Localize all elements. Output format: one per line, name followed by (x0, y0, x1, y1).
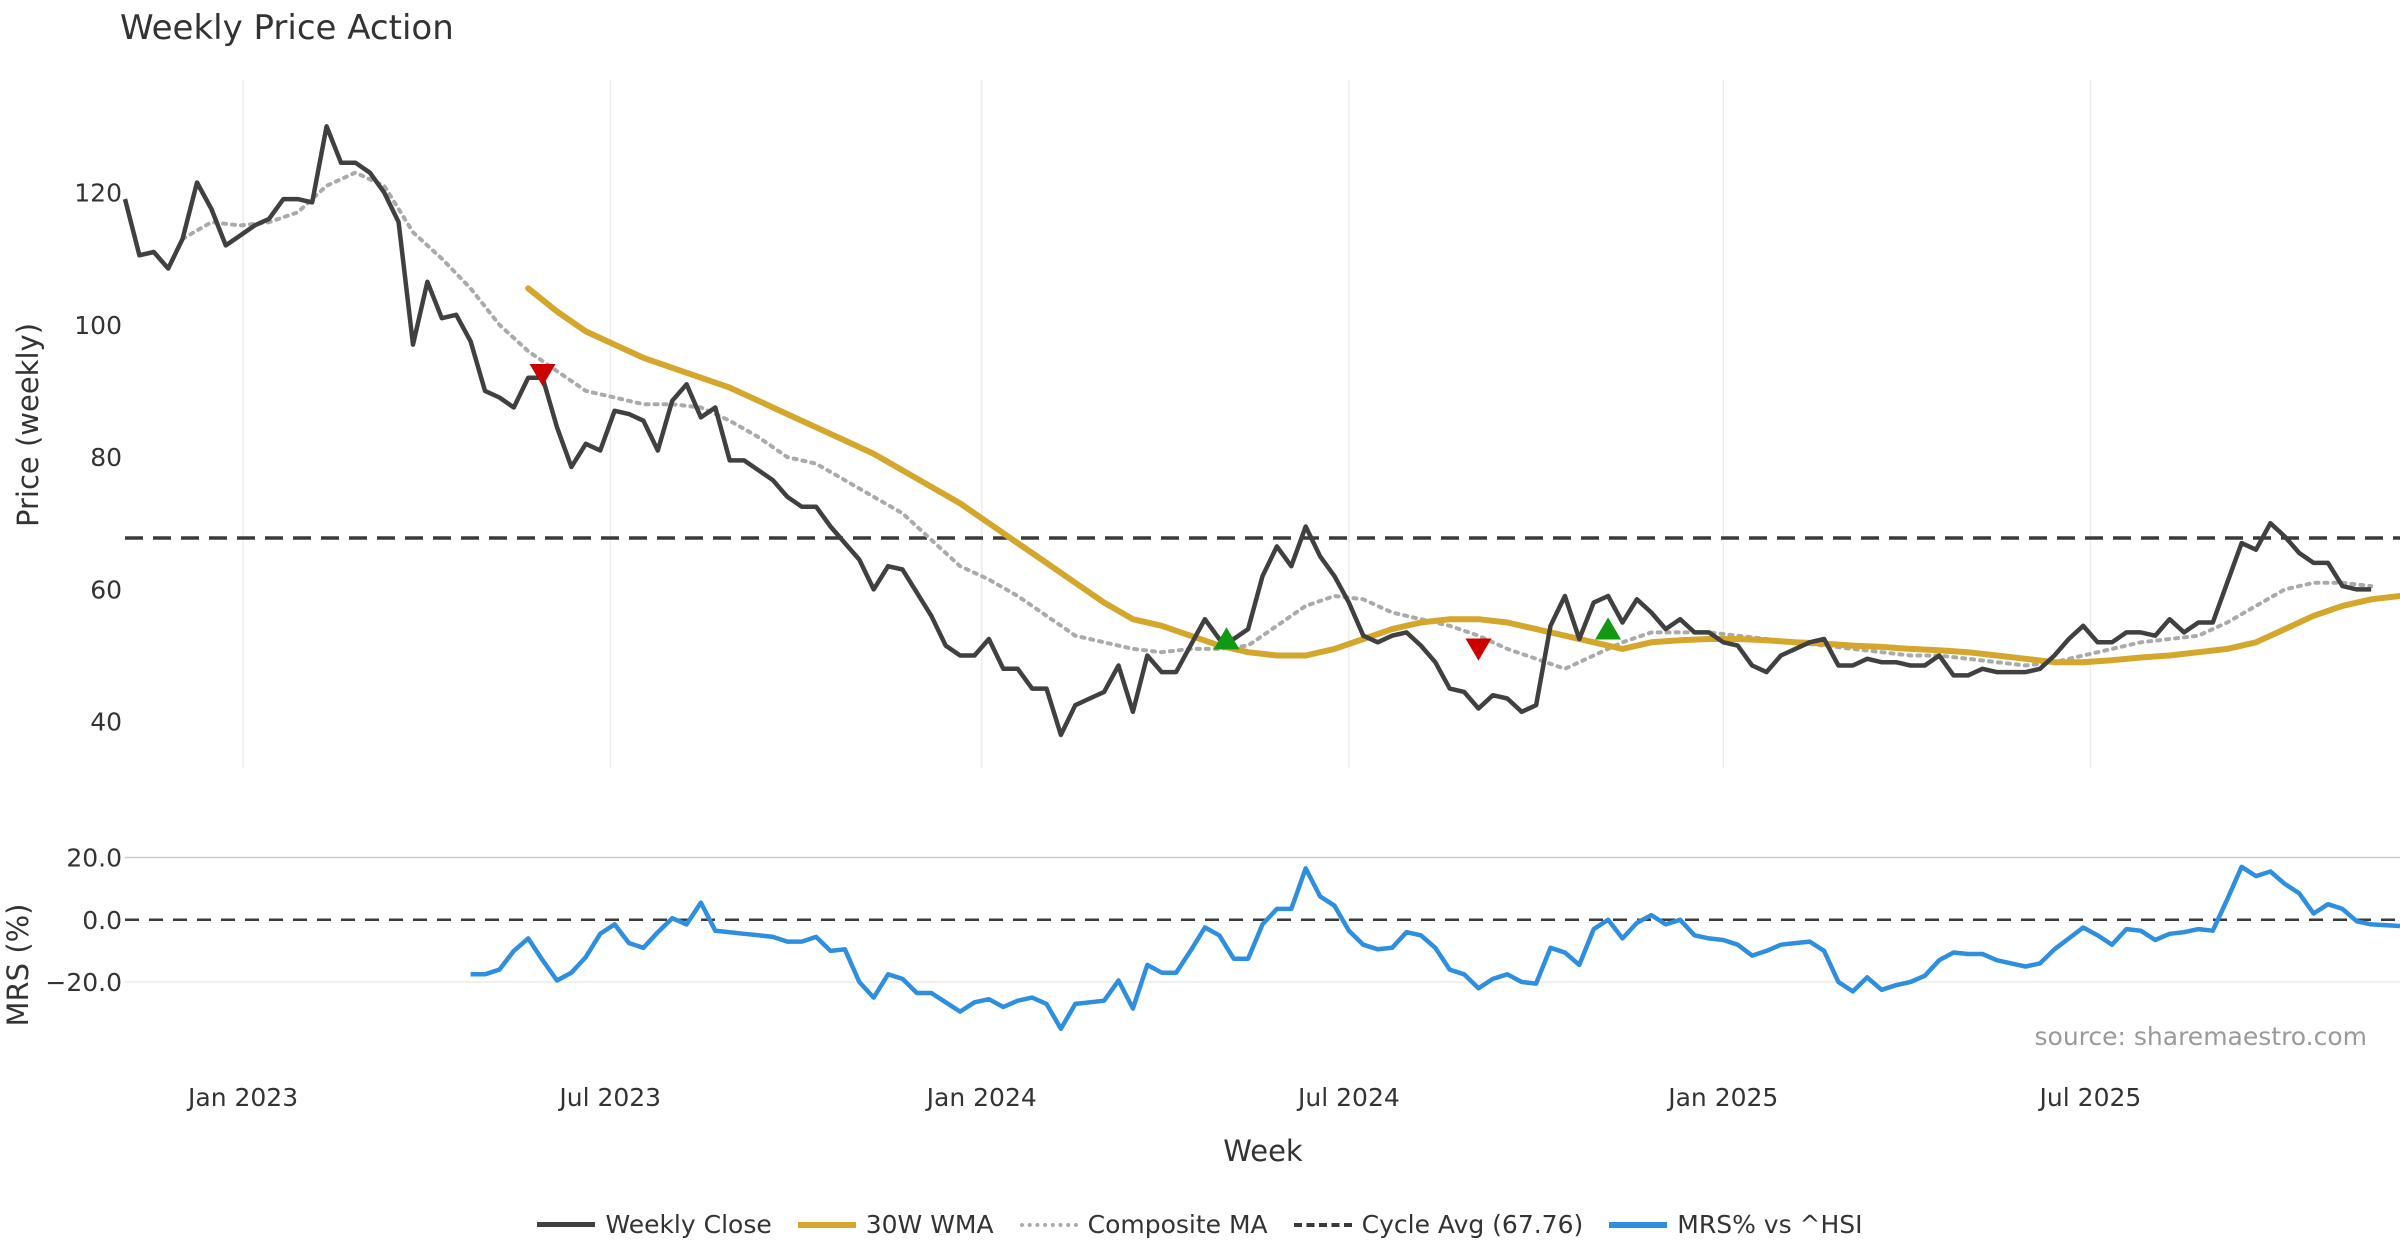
mrs-tick-label: 20.0 (66, 843, 122, 872)
legend-swatch-composite-ma (1019, 1222, 1078, 1227)
buy-signal-marker-1 (1213, 627, 1240, 650)
legend-swatch-30w-wma (797, 1221, 856, 1228)
price-grid (242, 80, 2092, 768)
sell-signal-marker-0 (529, 363, 556, 387)
composite-ma-line (180, 170, 2374, 671)
week-tick-label: Jul 2024 (1296, 1083, 1400, 1112)
week-tick-label: Jul 2023 (557, 1083, 661, 1112)
price-series (122, 124, 2400, 738)
sell-signal-marker-2 (1465, 638, 1492, 661)
mrs-line (470, 864, 2400, 1032)
legend-label-composite-ma: Composite MA (1087, 1210, 1268, 1239)
price-tick-label: 60 (90, 575, 122, 604)
week-tick-label: Jan 2024 (925, 1083, 1037, 1112)
chart-title: Weekly Price Action (120, 8, 454, 48)
price-tick-label: 100 (74, 311, 122, 340)
legend-swatch-weekly-close (537, 1222, 596, 1227)
legend-swatch-cycle-avg (1293, 1222, 1352, 1227)
legend-item-30w-wma: 30W WMA (797, 1210, 994, 1239)
week-tick-label: Jan 2023 (186, 1083, 298, 1112)
weekly-close-line (122, 124, 2372, 738)
signal-markers (529, 363, 1622, 661)
legend: Weekly Close 30W WMA Composite MA Cycle … (0, 1210, 2400, 1239)
axis-ticks: 40 60 80 100 120 −20.0 0.0 20.0 Jan 2023 Jul 2023… (45, 178, 2141, 1112)
legend-item-cycle-avg: Cycle Avg (67.76) (1293, 1210, 1584, 1239)
week-tick-label: Jan 2025 (1666, 1083, 1778, 1112)
mrs-tick-label: 0.0 (82, 906, 122, 935)
legend-label-cycle-avg: Cycle Avg (67.76) (1361, 1210, 1584, 1239)
price-tick-label: 40 (90, 708, 122, 737)
price-axis-label: Price (weekly) (11, 323, 45, 527)
legend-item-mrs: MRS% vs ^HSI (1609, 1210, 1863, 1239)
mrs-grid (125, 856, 2400, 983)
mrs-series (470, 864, 2400, 1032)
legend-item-composite-ma: Composite MA (1019, 1210, 1268, 1239)
buy-signal-marker-3 (1595, 617, 1622, 640)
wma-30w-line (525, 285, 2400, 666)
legend-label-weekly-close: Weekly Close (605, 1210, 772, 1239)
source-credit: source: sharemaestro.com (2035, 1022, 2368, 1051)
week-axis-label: Week (1223, 1134, 1303, 1168)
price-tick-label: 80 (90, 443, 122, 472)
legend-item-weekly-close: Weekly Close (537, 1210, 772, 1239)
legend-label-mrs: MRS% vs ^HSI (1677, 1210, 1863, 1239)
reference-lines (125, 536, 2400, 922)
legend-swatch-mrs (1609, 1221, 1668, 1228)
legend-label-30w-wma: 30W WMA (865, 1210, 994, 1239)
mrs-tick-label: −20.0 (45, 968, 122, 997)
price-tick-label: 120 (74, 178, 122, 207)
week-tick-label: Jul 2025 (2038, 1083, 2142, 1112)
mrs-axis-label: MRS (%) (1, 904, 35, 1027)
